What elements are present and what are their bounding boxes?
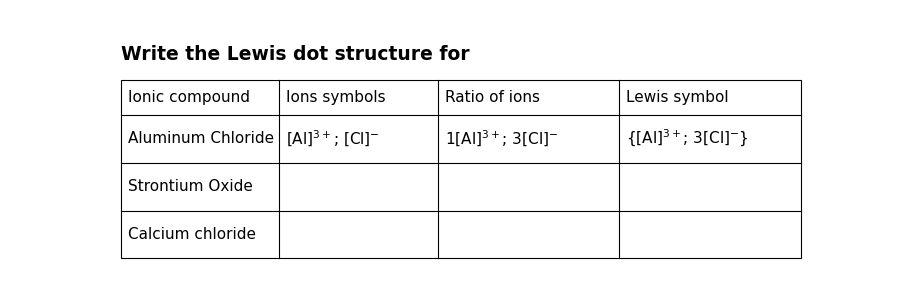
Text: $[\mathrm{Al}]^{3+}$; $[\mathrm{Cl}]^{-}$: $[\mathrm{Al}]^{3+}$; $[\mathrm{Cl}]^{-}… [287,128,380,148]
Text: Ionic compound: Ionic compound [128,90,250,105]
Text: Ions symbols: Ions symbols [287,90,386,105]
Text: Write the Lewis dot structure for: Write the Lewis dot structure for [120,45,469,64]
Text: Lewis symbol: Lewis symbol [627,90,729,105]
Bar [120,80,801,258]
Text: Ratio of ions: Ratio of ions [445,90,540,105]
Text: ${\{}[\mathrm{Al}]^{3+}$; $3[\mathrm{Cl}]^{-}\mathrm{\}}$: ${\{}[\mathrm{Al}]^{3+}$; $3[\mathrm{Cl}… [627,128,749,149]
Text: Aluminum Chloride: Aluminum Chloride [128,131,274,146]
Text: $1[\mathrm{Al}]^{3+}$; $3[\mathrm{Cl}]^{-}$: $1[\mathrm{Al}]^{3+}$; $3[\mathrm{Cl}]^{… [445,128,558,148]
Text: Calcium chloride: Calcium chloride [128,227,255,242]
Text: Strontium Oxide: Strontium Oxide [128,179,253,194]
